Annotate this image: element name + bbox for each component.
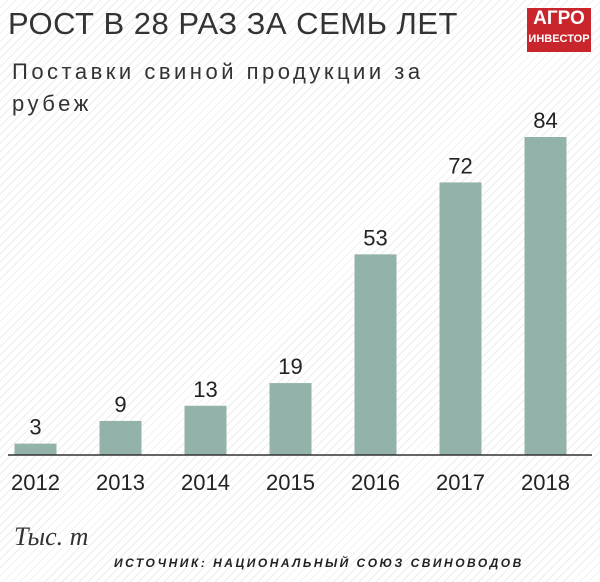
value-label: 53 — [363, 225, 387, 250]
chart-subtitle: Поставки свиной продукции за рубеж — [12, 59, 424, 116]
x-tick-label: 2013 — [96, 470, 145, 495]
x-tick-label: 2015 — [266, 470, 315, 495]
x-tick-label: 2012 — [11, 470, 60, 495]
x-tick-label: 2014 — [181, 470, 230, 495]
value-label: 3 — [29, 415, 41, 440]
value-label: 72 — [448, 153, 472, 178]
bar — [354, 254, 397, 455]
value-label: 13 — [193, 377, 217, 402]
x-tick-label: 2017 — [436, 470, 485, 495]
source-note: ИСТОЧНИК: НАЦИОНАЛЬНЫЙ СОЮЗ СВИНОВОДОВ — [114, 556, 524, 570]
value-label: 9 — [114, 392, 126, 417]
unit-label: Тыс. т — [14, 522, 89, 551]
value-label: 84 — [533, 108, 557, 133]
chart-title: РОСТ В 28 РАЗ ЗА СЕМЬ ЛЕТ — [8, 6, 458, 41]
logo-text: ИНВЕСТОР — [528, 33, 590, 45]
bar — [14, 443, 57, 455]
bar — [524, 137, 567, 455]
bar — [184, 405, 227, 455]
x-tick-label: 2018 — [521, 470, 570, 495]
bar — [439, 182, 482, 455]
x-tick-label: 2016 — [351, 470, 400, 495]
logo-text: АГРО — [533, 8, 585, 29]
value-label: 19 — [278, 354, 302, 379]
bar — [269, 383, 312, 455]
bar — [99, 420, 142, 455]
logo: АГРО ИНВЕСТОР — [527, 8, 591, 52]
